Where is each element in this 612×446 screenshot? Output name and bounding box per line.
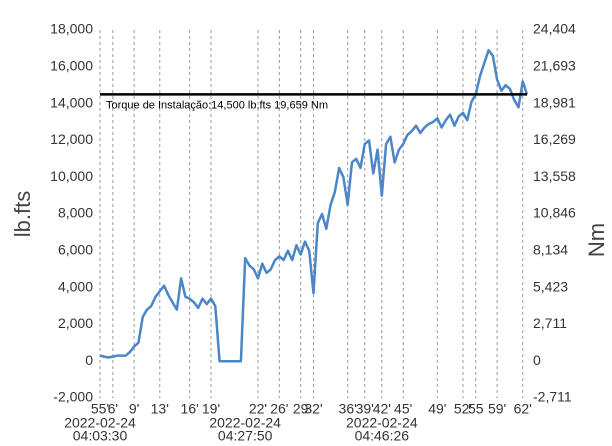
y2-tick-label: 13,558: [533, 168, 576, 184]
time-label: 04:27:50: [218, 428, 273, 444]
x-tick-label: 36': [339, 401, 357, 417]
y2-tick-label: 5,423: [533, 278, 568, 294]
time-label: 04:03:30: [73, 428, 128, 444]
x-tick-label: 55': [91, 401, 109, 417]
y-tick-label: 2,000: [58, 315, 93, 331]
time-label: 04:46:26: [355, 428, 410, 444]
x-tick-label: 26': [270, 401, 288, 417]
x-tick-label: 32': [304, 401, 322, 417]
y-tick-label: 0: [85, 352, 93, 368]
x-tick-label: 42': [373, 401, 391, 417]
date-label: 2022-02-24: [209, 415, 281, 431]
x-tick-label: 39': [356, 401, 374, 417]
x-tick-label: 13': [151, 401, 169, 417]
x-tick-label: 45': [394, 401, 412, 417]
y-tick-label: 10,000: [50, 168, 93, 184]
x-tick-label: 22': [249, 401, 267, 417]
x-tick-label: 29: [293, 401, 309, 417]
y2-tick-label: 8,134: [533, 242, 568, 258]
x-tick-label: 16': [181, 401, 199, 417]
date-label: 2022-02-24: [64, 415, 136, 431]
y2-tick-label: 18,981: [533, 94, 576, 110]
y2-tick-label: 16,269: [533, 131, 576, 147]
x-tick-label: 19': [202, 401, 220, 417]
y2-tick-label: 2,711: [533, 315, 567, 331]
reference-label: Torque de Instalação:14,500 lb.fts 19,65…: [106, 99, 328, 111]
y2-tick-label: 10,846: [533, 205, 576, 221]
y-tick-label: 12,000: [50, 131, 93, 147]
x-tick-label: 52': [454, 401, 472, 417]
y2-tick-label: 24,404: [533, 21, 576, 37]
x-tick-label: 49': [428, 401, 446, 417]
x-tick-label: 6': [108, 401, 118, 417]
x-tick-label: 59': [488, 401, 506, 417]
x-tick-label: 55: [468, 401, 484, 417]
y-axis-title: lb.fts: [10, 191, 35, 237]
series-line: [99, 48, 529, 363]
y2-tick-label: 0: [533, 352, 541, 368]
y-tick-label: 16,000: [50, 58, 93, 74]
y-tick-label: 4,000: [58, 278, 93, 294]
x-tick-label: 62': [514, 401, 532, 417]
y2-tick-label: 21,693: [533, 57, 576, 73]
y-tick-label: 18,000: [50, 21, 93, 37]
x-tick-label: 9': [129, 401, 139, 417]
y2-axis-title: Nm: [584, 223, 609, 257]
y-tick-label: -2,000: [53, 389, 93, 405]
y-tick-label: 8,000: [58, 205, 93, 221]
y2-tick-label: -2,711: [533, 389, 572, 405]
y-tick-label: 14,000: [50, 94, 93, 110]
date-label: 2022-02-24: [346, 415, 418, 431]
y-tick-label: 6,000: [58, 242, 93, 258]
